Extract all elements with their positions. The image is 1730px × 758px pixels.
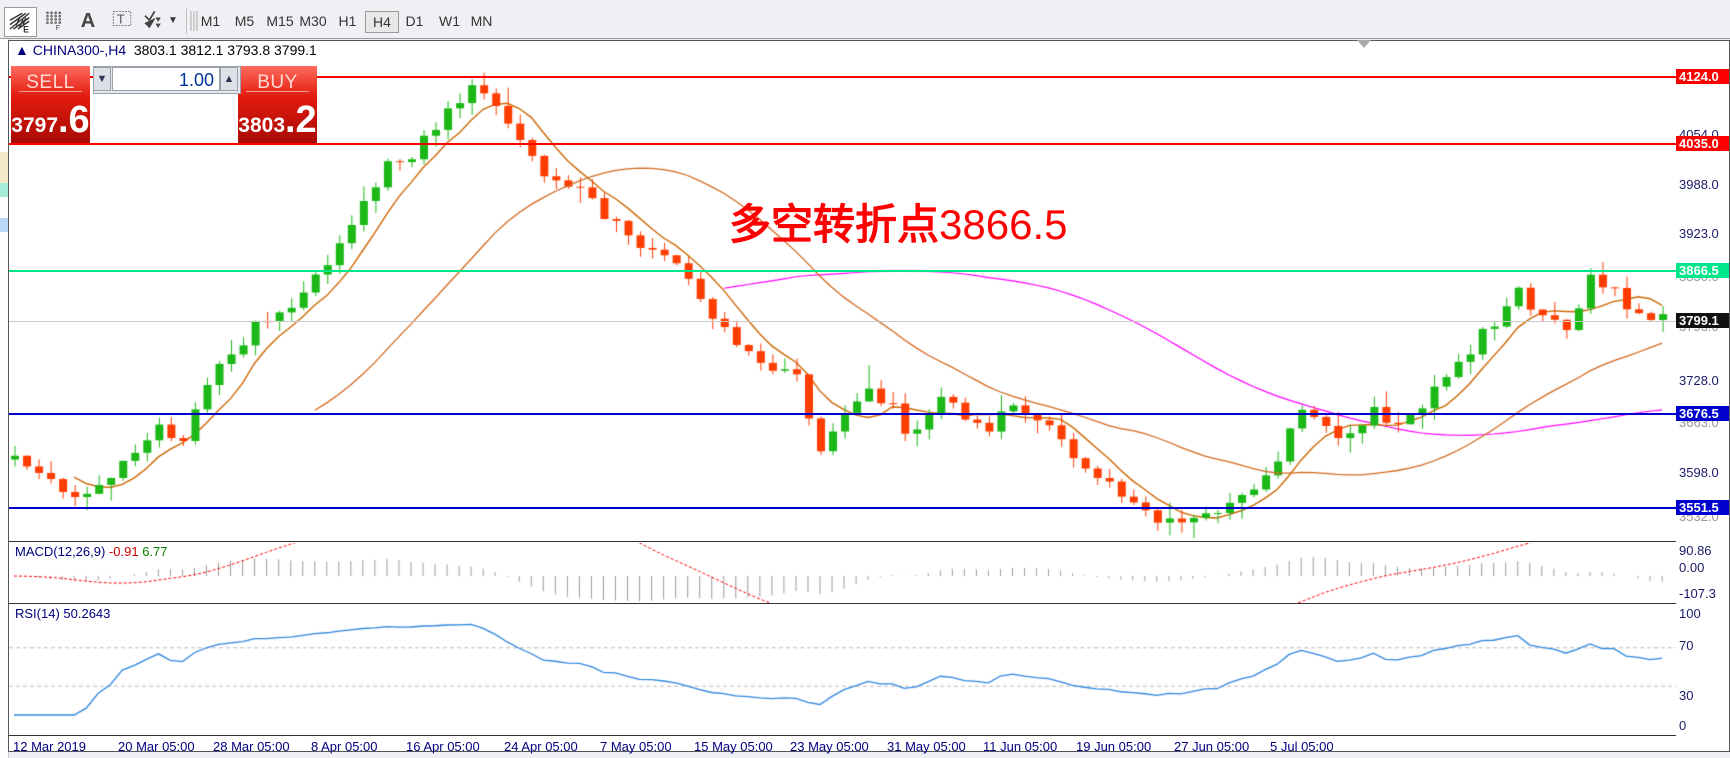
svg-text:F: F <box>56 23 61 32</box>
svg-text:T: T <box>117 12 125 27</box>
svg-text:E: E <box>23 25 29 35</box>
